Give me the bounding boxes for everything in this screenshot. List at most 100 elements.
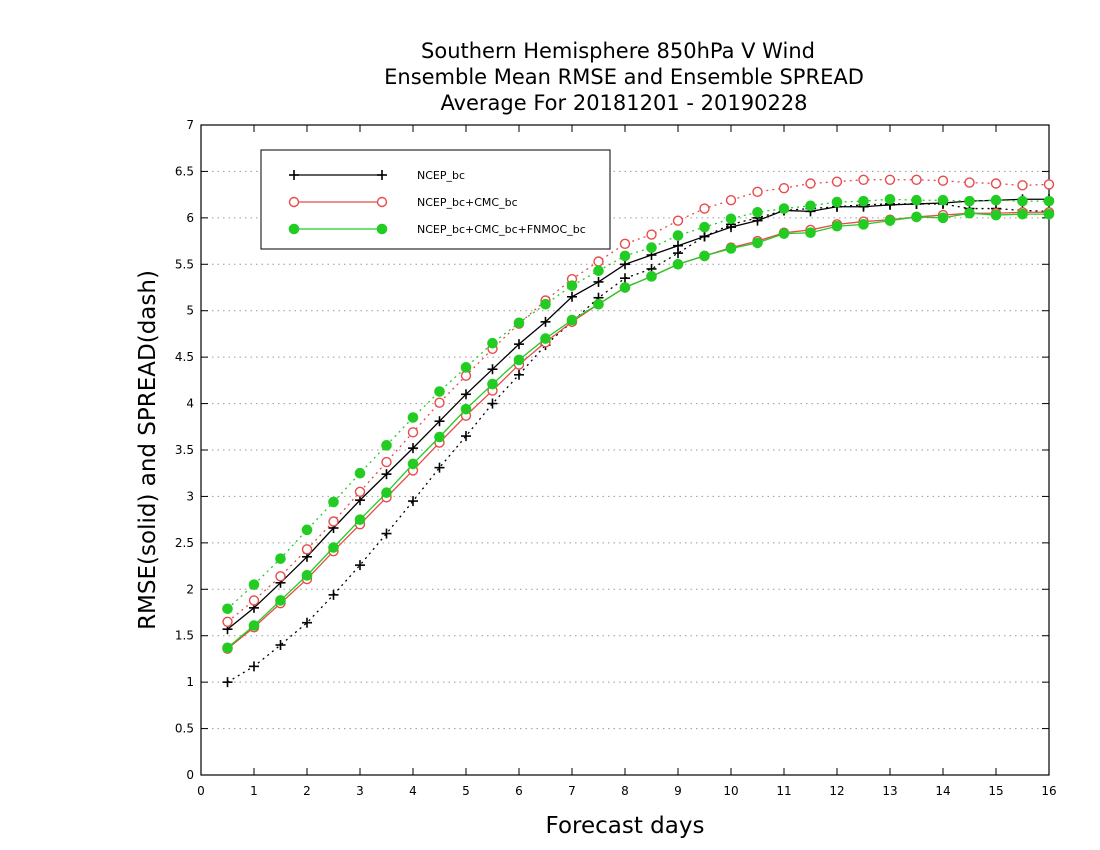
legend-label-1: NCEP_bc	[417, 169, 465, 182]
series-3-rmse-point-26	[884, 215, 896, 226]
series-3-rmse-point-22	[778, 228, 790, 239]
series-3-spread-point-22	[778, 203, 790, 214]
series-3-rmse-point-32	[1043, 208, 1055, 220]
legend-item-2: NCEP_bc+CMC_bc	[288, 196, 518, 209]
series-1-spread-point-4	[302, 617, 312, 628]
legend-marker-right-2	[376, 196, 388, 208]
legend-marker-left-3	[288, 223, 300, 235]
series-2-spread-point-3	[275, 571, 286, 582]
x-tick-label-1: 1	[250, 784, 258, 798]
series-3-spread-point-21	[752, 206, 763, 218]
series-3-spread-point-7	[381, 440, 392, 451]
y-tick-label-3.5: 3.5	[175, 443, 194, 457]
series-2-spread-point-5	[328, 516, 339, 527]
series-3-rmse-point-9	[434, 431, 445, 443]
legend-item-3: NCEP_bc+CMC_bc+FNMOC_bc	[288, 223, 586, 236]
series-1-rmse-point-18	[673, 240, 683, 251]
series-3-rmse-point-2	[248, 620, 260, 631]
series-3-spread-point-29	[964, 195, 975, 207]
series-3	[222, 193, 1055, 654]
series-3-rmse-point-15	[593, 298, 604, 310]
series-3-spread-point-30	[990, 194, 1002, 206]
series-1-spread-point-9	[434, 462, 445, 473]
series-3-spread-point-15	[593, 265, 604, 277]
series-2-spread-point-1	[222, 616, 233, 627]
series-2-spread-point-29	[964, 177, 975, 188]
x-axis-ticks: 0 1 2 3 4 5 6 7 8 9 10 11 12 13 14 15 16	[197, 125, 1057, 798]
series-1-spread-point-16	[620, 273, 630, 284]
series-3-spread-point-14	[566, 280, 578, 291]
x-tick-label-3: 3	[356, 784, 364, 798]
series-3-spread-point-18	[672, 230, 684, 241]
series-2-spread-point-2	[248, 595, 260, 606]
series-2-spread-point-19	[699, 203, 710, 214]
series-1-rmse-point-9	[434, 416, 445, 427]
series-2-spread-point-27	[911, 174, 922, 185]
legend-marker-right-1	[377, 170, 387, 180]
series-2-spread-point-25	[858, 174, 869, 185]
series-3-rmse-point-28	[937, 212, 949, 224]
legend-label-2: NCEP_bc+CMC_bc	[417, 196, 518, 209]
legend: NCEP_bc NCEP_bc+CMC_bc NCEP_bc+CMC_bc+FNMO…	[260, 149, 611, 250]
series-2-spread-point-28	[937, 175, 949, 186]
series-1-rmse-point-11	[487, 364, 498, 375]
series-3-spread-point-31	[1017, 195, 1028, 207]
y-tick-label-5: 5	[186, 304, 194, 318]
x-tick-label-4: 4	[409, 784, 417, 798]
series-1-rmse-point-7	[381, 469, 392, 480]
series-3-rmse-point-12	[513, 354, 525, 366]
series-3-rmse-point-6	[354, 514, 366, 525]
series-2-spread-point-7	[381, 456, 392, 468]
series-1-rmse-point-19	[699, 231, 710, 242]
series-1-spread-point-7	[381, 528, 392, 539]
x-tick-label-7: 7	[568, 784, 576, 798]
series-2-spread-point-15	[593, 256, 604, 267]
x-tick-label-0: 0	[197, 784, 205, 798]
series-3-spread-point-20	[725, 213, 737, 225]
series-3-spread-point-24	[831, 196, 843, 208]
series-2-spread-point-24	[831, 176, 843, 187]
series-3-rmse-line	[227, 212, 1049, 649]
series-2-rmse-line	[227, 211, 1049, 650]
series-3-rmse-point-1	[222, 642, 233, 654]
y-tick-label-2: 2	[186, 582, 194, 596]
series-1-spread-point-1	[222, 677, 233, 688]
series-3-spread-point-26	[884, 193, 896, 205]
y-tick-label-0: 0	[186, 768, 194, 782]
series-2-spread-point-6	[354, 486, 366, 497]
y-axis-label: RMSE(solid) and SPREAD(dash)	[135, 270, 161, 630]
series-3-rmse-point-17	[646, 271, 657, 282]
x-tick-label-8: 8	[621, 784, 629, 798]
series-2-spread-point-18	[672, 215, 684, 226]
series-3-spread-point-12	[513, 317, 525, 329]
y-tick-label-2.5: 2.5	[175, 536, 194, 550]
x-axis-label: Forecast days	[546, 813, 705, 839]
series-3-rmse-point-20	[725, 243, 737, 254]
series-3-rmse-point-21	[752, 237, 763, 249]
series-3-rmse-point-23	[805, 227, 816, 239]
series-2-spread-point-9	[434, 397, 445, 408]
series-2-spread-point-4	[301, 544, 313, 555]
legend-marker-left-1	[289, 170, 299, 180]
legend-item-1: NCEP_bc	[289, 169, 465, 182]
y-tick-label-3: 3	[186, 489, 194, 503]
series-3-rmse-point-4	[301, 570, 313, 581]
series-1-spread-point-5	[328, 589, 339, 600]
y-tick-label-0.5: 0.5	[175, 722, 194, 736]
series-1-spread-point-8	[408, 496, 418, 507]
title-line-1: Southern Hemisphere 850hPa V Wind	[421, 39, 815, 63]
series-3-spread-point-5	[328, 496, 339, 508]
series-1-rmse-point-14	[567, 291, 577, 302]
series-layer	[222, 174, 1055, 688]
series-3-spread-point-13	[540, 298, 551, 310]
series-2-spread-line	[227, 179, 1050, 623]
series-3-spread-point-25	[858, 195, 869, 207]
legend-box	[260, 149, 611, 250]
chart-title: Southern Hemisphere 850hPa V Wind Ensemb…	[384, 39, 864, 115]
series-2-spread-point-20	[725, 195, 737, 206]
series-2-spread-point-22	[778, 182, 790, 194]
series-1-rmse-point-10	[461, 389, 471, 400]
y-tick-label-6.5: 6.5	[175, 164, 194, 178]
x-tick-label-10: 10	[723, 784, 738, 798]
x-tick-label-16: 16	[1041, 784, 1056, 798]
